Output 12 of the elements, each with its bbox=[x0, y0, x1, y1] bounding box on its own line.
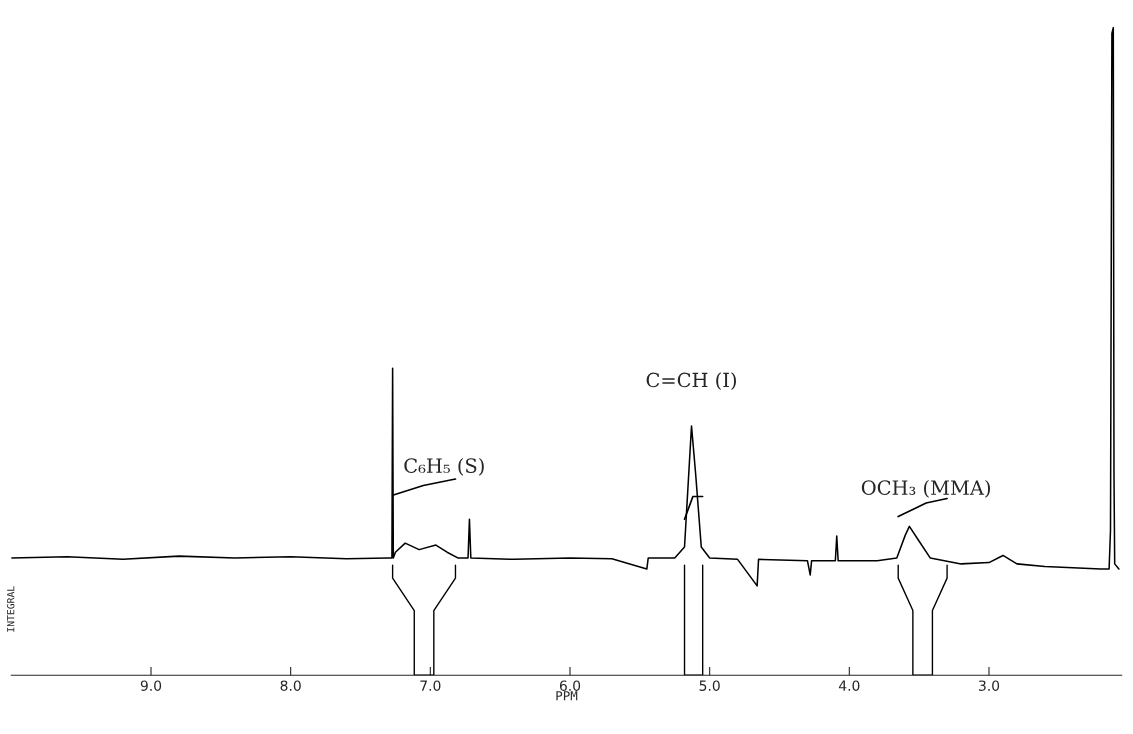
annotation: C₆H₅ (S) bbox=[404, 457, 484, 476]
annotation: OCH₃ (MMA) bbox=[861, 479, 990, 498]
x-tick-label: 6.0 bbox=[559, 680, 581, 691]
x-axis-title: PPM bbox=[556, 691, 578, 701]
x-tick-label: 5.0 bbox=[699, 680, 720, 691]
x-tick-label: 7.0 bbox=[420, 680, 441, 691]
x-tick-label: 9.0 bbox=[140, 680, 162, 691]
y-axis-title: INTEGRAL bbox=[7, 586, 15, 632]
x-tick-label: 8.0 bbox=[280, 680, 301, 691]
annotation: C=CH (I) bbox=[646, 372, 736, 391]
x-tick-label: 3.0 bbox=[979, 680, 1000, 691]
x-tick-label: 4.0 bbox=[838, 680, 860, 691]
